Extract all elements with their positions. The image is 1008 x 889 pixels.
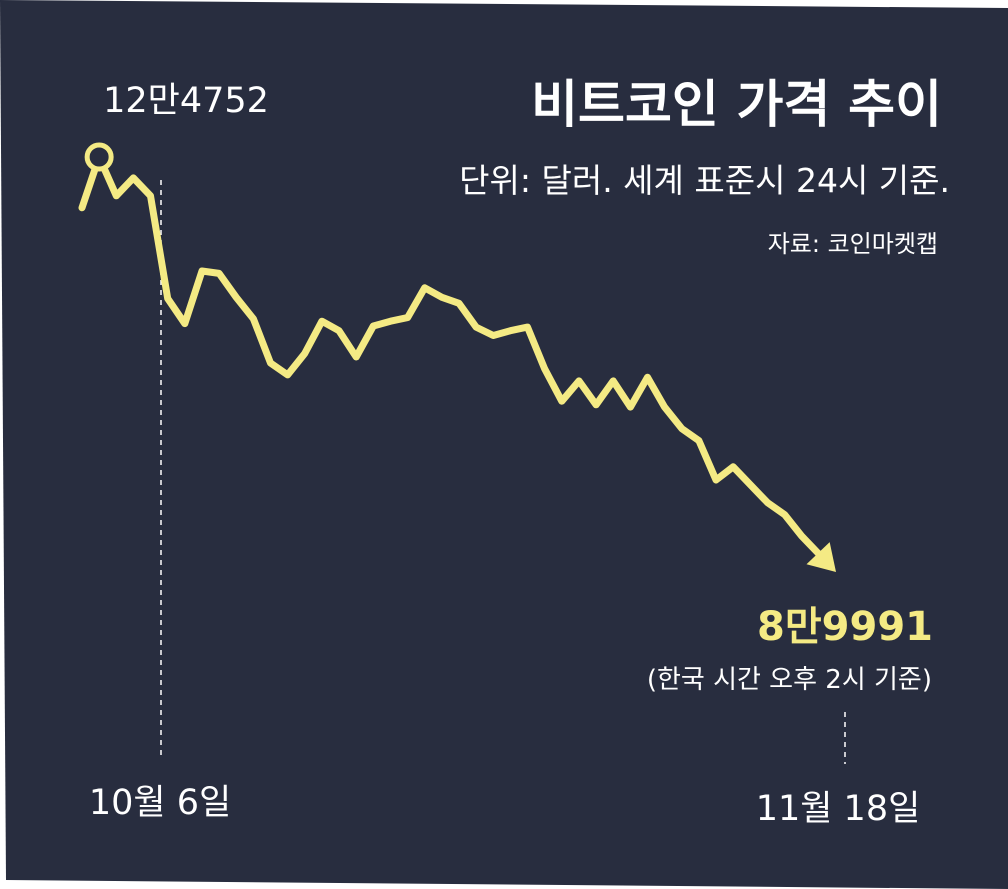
peak-marker — [84, 142, 114, 172]
trend-arrow-head — [806, 542, 836, 572]
chart-subtitle: 단위: 달러. 세계 표준시 24시 기준. — [459, 161, 950, 200]
chart-title: 비트코인 가격 추이 — [531, 76, 942, 135]
x-axis-start-label: 10월 6일 — [89, 783, 231, 823]
price-series-line — [78, 153, 826, 561]
peak-value-label: 12만4752 — [103, 81, 269, 121]
end-value-note: (한국 시간 오후 2시 기준) — [647, 665, 932, 695]
end-value-label: 8만9991 — [757, 604, 933, 650]
x-axis-end-label: 11월 18일 — [756, 789, 921, 829]
source-label: 자료: 코인마켓캡 — [768, 230, 938, 258]
